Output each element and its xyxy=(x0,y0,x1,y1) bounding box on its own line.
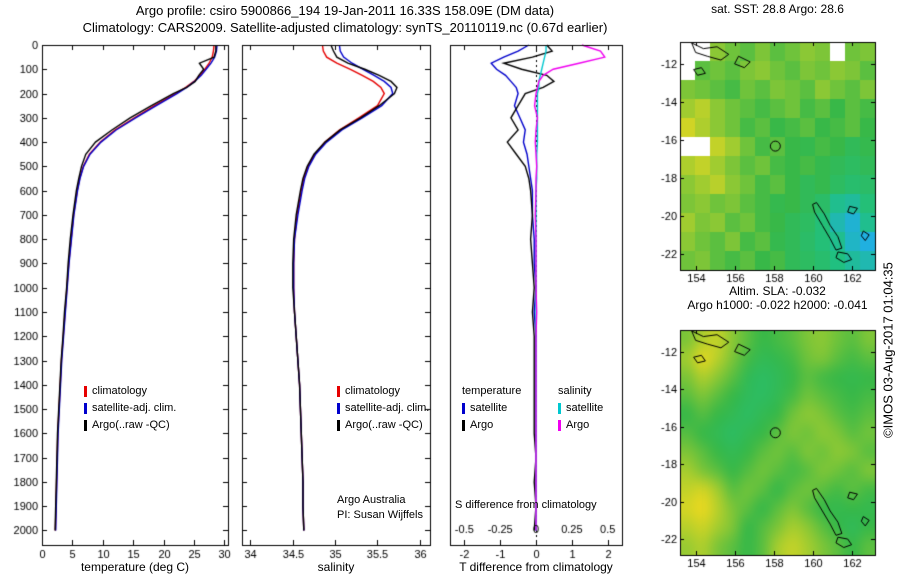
temperature-legend: climatology satellite-adj. clim. Argo(..… xyxy=(84,383,176,434)
figure-subtitle: Climatology: CARS2009. Satellite-adjuste… xyxy=(82,20,608,35)
temperature-axis-label: temperature (deg C) xyxy=(80,560,190,574)
legend-item-satellite-clim: satellite-adj. clim. xyxy=(337,400,429,417)
t-difference-axis-label: T difference from climatology xyxy=(459,560,613,574)
legend-label: satellite xyxy=(566,402,604,414)
diff-legend-temperature-header: temperature xyxy=(462,385,522,397)
sst-map-title: sat. SST: 28.8 Argo: 28.6 xyxy=(711,2,844,16)
satellite-clim-line-swatch xyxy=(337,403,340,414)
satellite-clim-line-swatch xyxy=(84,403,87,414)
s-difference-caption: S difference from climatology xyxy=(455,499,597,511)
credit-pi: PI: Susan Wijffels xyxy=(337,509,423,521)
diff-legend-salinity-header: salinity xyxy=(558,385,592,397)
t-satellite-line-swatch xyxy=(462,403,465,414)
argo-line-swatch xyxy=(337,420,340,431)
legend-label: climatology xyxy=(92,385,148,397)
diff-legend-item-t-satellite: satellite xyxy=(462,400,521,417)
legend-label: Argo xyxy=(470,419,494,431)
climatology-line-swatch xyxy=(337,386,340,397)
salinity-axis-label: salinity xyxy=(317,560,355,574)
legend-label: satellite-adj. clim. xyxy=(345,402,430,414)
diff-legend-salinity-column: salinity satellite Argo xyxy=(558,383,603,434)
credit-argo-australia: Argo Australia xyxy=(337,494,406,506)
diff-legend-item-s-argo: Argo xyxy=(558,417,603,434)
s-satellite-line-swatch xyxy=(558,403,561,414)
legend-item-argo: Argo(..raw -QC) xyxy=(84,417,176,434)
salinity-legend: climatology satellite-adj. clim. Argo(..… xyxy=(337,383,429,434)
t-argo-line-swatch xyxy=(462,420,465,431)
legend-label: Argo(..raw -QC) xyxy=(345,419,423,431)
legend-label: satellite xyxy=(470,402,508,414)
legend-label: climatology xyxy=(345,385,401,397)
legend-label: Argo(..raw -QC) xyxy=(92,419,170,431)
legend-label: satellite-adj. clim. xyxy=(92,402,177,414)
argo-line-swatch xyxy=(84,420,87,431)
figure-title: Argo profile: csiro 5900866_194 19-Jan-2… xyxy=(135,3,555,18)
diff-legend-item-s-satellite: satellite xyxy=(558,400,603,417)
s-argo-line-swatch xyxy=(558,420,561,431)
diff-legend-item-t-argo: Argo xyxy=(462,417,521,434)
legend-label: Argo xyxy=(566,419,590,431)
sla-map-title-line2: Argo h1000: -0.022 h2000: -0.041 xyxy=(687,298,868,312)
climatology-line-swatch xyxy=(84,386,87,397)
legend-item-climatology: climatology xyxy=(84,383,176,400)
legend-item-argo: Argo(..raw -QC) xyxy=(337,417,429,434)
legend-item-satellite-clim: satellite-adj. clim. xyxy=(84,400,176,417)
legend-item-climatology: climatology xyxy=(337,383,429,400)
sla-map-title-line1: Altim. SLA: -0.032 xyxy=(729,284,826,298)
imos-watermark: ©IMOS 03-Aug-2017 01:04:35 xyxy=(880,262,896,438)
diff-legend-temperature-column: temperature satellite Argo xyxy=(462,383,521,434)
